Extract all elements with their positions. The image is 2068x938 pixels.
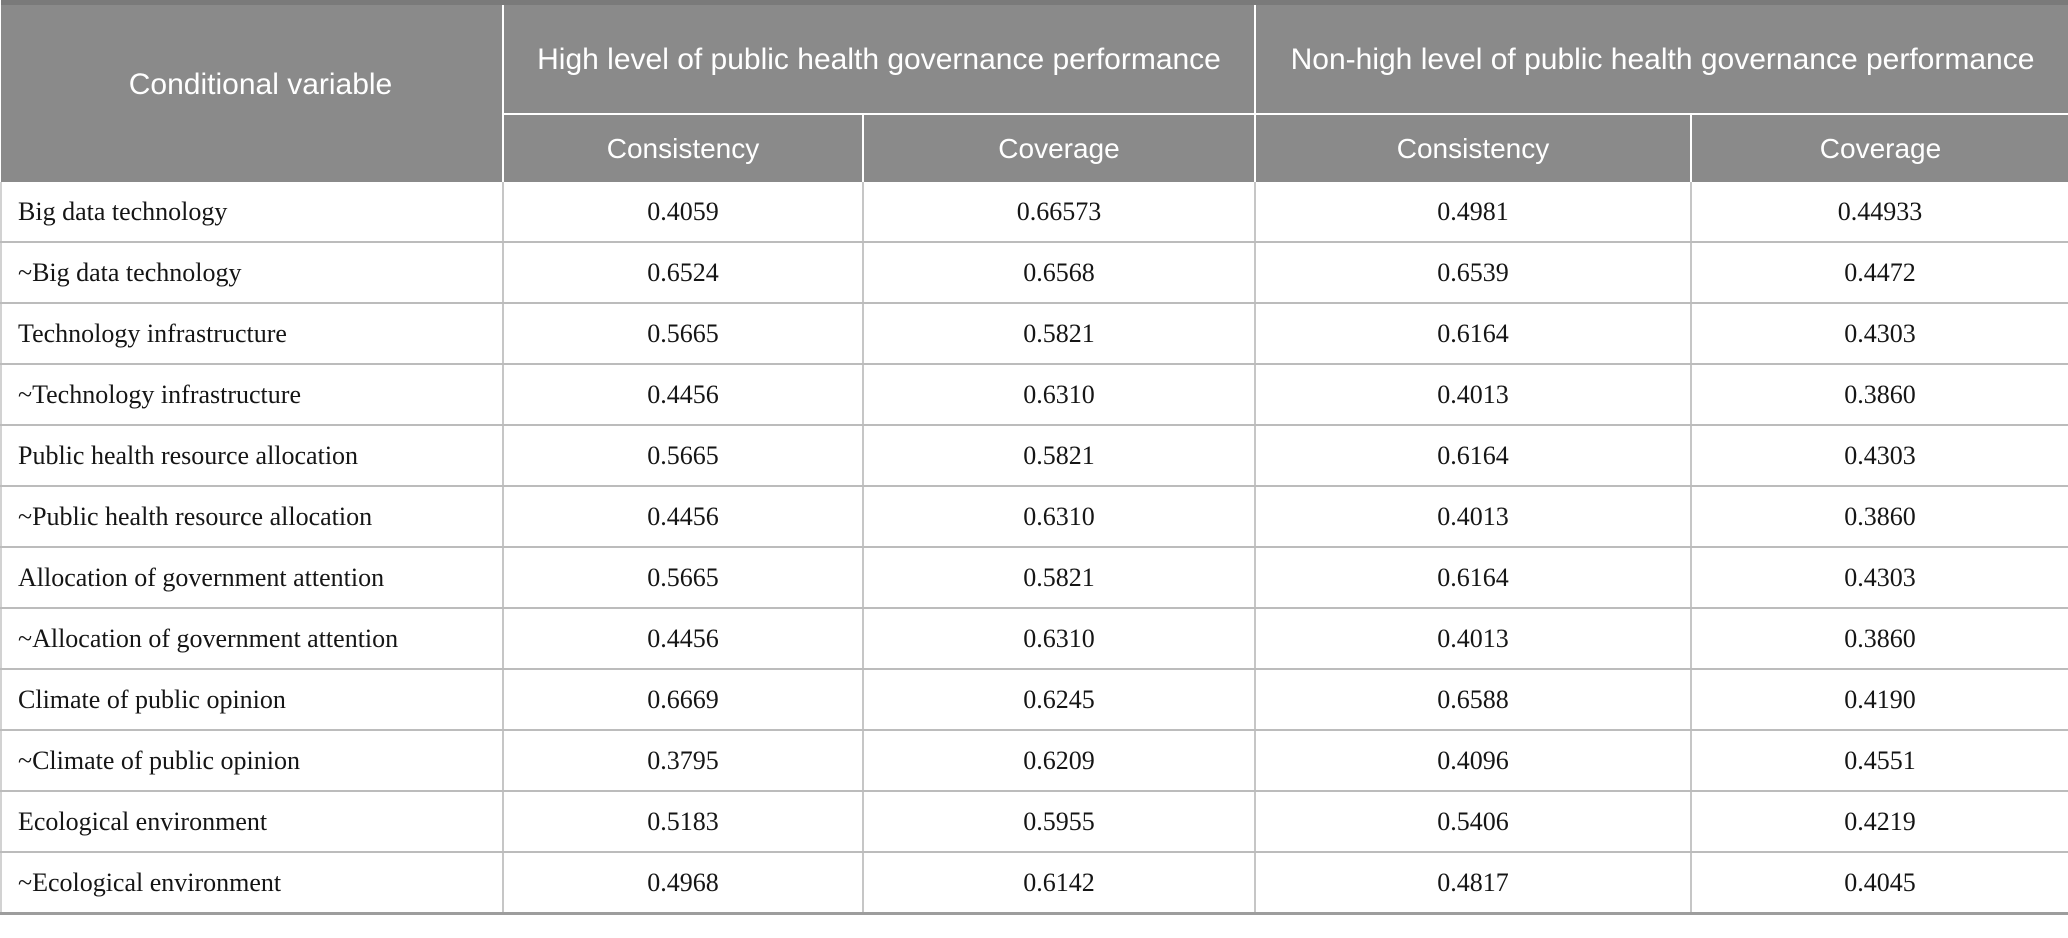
value-cell: 0.4013 bbox=[1254, 608, 1691, 670]
sub-header-non-high-consistency: Consistency bbox=[1254, 114, 1691, 182]
value-cell: 0.4190 bbox=[1689, 669, 2068, 731]
value-cell: 0.5665 bbox=[502, 303, 863, 365]
value-cell: 0.4456 bbox=[502, 608, 863, 670]
table-row: Technology infrastructure 0.5665 0.5821 … bbox=[0, 303, 2068, 365]
value-cell: 0.6539 bbox=[1254, 242, 1691, 304]
value-cell: 0.4303 bbox=[1689, 303, 2068, 365]
value-cell: 0.6164 bbox=[1254, 303, 1691, 365]
value-cell: 0.4456 bbox=[502, 364, 863, 426]
value-cell: 0.5821 bbox=[862, 547, 1255, 609]
variable-cell: ~Ecological environment bbox=[0, 852, 503, 915]
value-cell: 0.4303 bbox=[1689, 425, 2068, 487]
value-cell: 0.5665 bbox=[502, 425, 863, 487]
table-header: Conditional variable High level of publi… bbox=[1, 0, 2068, 182]
variable-cell: Ecological environment bbox=[0, 791, 503, 853]
table-row: Ecological environment 0.5183 0.5955 0.5… bbox=[0, 791, 2068, 853]
table-row: Big data technology 0.4059 0.66573 0.498… bbox=[0, 182, 2068, 243]
value-cell: 0.5183 bbox=[502, 791, 863, 853]
value-cell: 0.4968 bbox=[502, 852, 863, 915]
value-cell: 0.3795 bbox=[502, 730, 863, 792]
value-cell: 0.5955 bbox=[862, 791, 1255, 853]
value-cell: 0.6669 bbox=[502, 669, 863, 731]
value-cell: 0.5406 bbox=[1254, 791, 1691, 853]
value-cell: 0.6310 bbox=[862, 364, 1255, 426]
table-row: ~Public health resource allocation 0.445… bbox=[0, 486, 2068, 548]
group-header-non-high-level: Non-high level of public health governan… bbox=[1253, 0, 2068, 115]
value-cell: 0.4096 bbox=[1254, 730, 1691, 792]
sub-header-row: Consistency Coverage Consistency Coverag… bbox=[1, 114, 2068, 182]
table-row: ~Big data technology 0.6524 0.6568 0.653… bbox=[0, 242, 2068, 304]
value-cell: 0.6142 bbox=[862, 852, 1255, 915]
variable-cell: Public health resource allocation bbox=[0, 425, 503, 487]
table-row: Allocation of government attention 0.566… bbox=[0, 547, 2068, 609]
value-cell: 0.4456 bbox=[502, 486, 863, 548]
variable-cell: ~Technology infrastructure bbox=[0, 364, 503, 426]
value-cell: 0.6568 bbox=[862, 242, 1255, 304]
group-header-row: Conditional variable High level of publi… bbox=[1, 0, 2068, 182]
variable-cell: ~Allocation of government attention bbox=[0, 608, 503, 670]
value-cell: 0.6164 bbox=[1254, 547, 1691, 609]
table-row: Climate of public opinion 0.6669 0.6245 … bbox=[0, 669, 2068, 731]
value-cell: 0.4817 bbox=[1254, 852, 1691, 915]
value-cell: 0.66573 bbox=[862, 182, 1255, 243]
table-row: ~Allocation of government attention 0.44… bbox=[0, 608, 2068, 670]
value-cell: 0.5665 bbox=[502, 547, 863, 609]
value-cell: 0.6245 bbox=[862, 669, 1255, 731]
fsqca-necessity-table: Conditional variable High level of publi… bbox=[0, 0, 2068, 915]
variable-cell: Technology infrastructure bbox=[0, 303, 503, 365]
variable-cell: ~Public health resource allocation bbox=[0, 486, 503, 548]
sub-header-non-high-coverage: Coverage bbox=[1689, 114, 2068, 182]
value-cell: 0.5821 bbox=[862, 303, 1255, 365]
value-cell: 0.4059 bbox=[502, 182, 863, 243]
table-row: Public health resource allocation 0.5665… bbox=[0, 425, 2068, 487]
sub-header-high-coverage: Coverage bbox=[862, 114, 1255, 182]
value-cell: 0.6310 bbox=[862, 486, 1255, 548]
value-cell: 0.6164 bbox=[1254, 425, 1691, 487]
variable-cell: ~Big data technology bbox=[0, 242, 503, 304]
value-cell: 0.6524 bbox=[502, 242, 863, 304]
variable-cell: Allocation of government attention bbox=[0, 547, 503, 609]
value-cell: 0.5821 bbox=[862, 425, 1255, 487]
table-row: ~Climate of public opinion 0.3795 0.6209… bbox=[0, 730, 2068, 792]
sub-header-high-consistency: Consistency bbox=[503, 114, 863, 182]
value-cell: 0.6588 bbox=[1254, 669, 1691, 731]
value-cell: 0.3860 bbox=[1689, 486, 2068, 548]
table-row: ~Technology infrastructure 0.4456 0.6310… bbox=[0, 364, 2068, 426]
value-cell: 0.6209 bbox=[862, 730, 1255, 792]
value-cell: 0.4551 bbox=[1689, 730, 2068, 792]
table-body: Big data technology 0.4059 0.66573 0.498… bbox=[0, 182, 2068, 915]
value-cell: 0.6310 bbox=[862, 608, 1255, 670]
table-row: ~Ecological environment 0.4968 0.6142 0.… bbox=[0, 852, 2068, 915]
value-cell: 0.4472 bbox=[1689, 242, 2068, 304]
value-cell: 0.3860 bbox=[1689, 364, 2068, 426]
value-cell: 0.4013 bbox=[1254, 364, 1691, 426]
variable-cell: Climate of public opinion bbox=[0, 669, 503, 731]
value-cell: 0.4303 bbox=[1689, 547, 2068, 609]
variable-cell: ~Climate of public opinion bbox=[0, 730, 503, 792]
value-cell: 0.4045 bbox=[1689, 852, 2068, 915]
corner-header-conditional-variable: Conditional variable bbox=[1, 0, 504, 182]
group-header-high-level: High level of public health governance p… bbox=[503, 0, 1255, 115]
variable-cell: Big data technology bbox=[0, 182, 503, 243]
value-cell: 0.44933 bbox=[1689, 182, 2068, 243]
value-cell: 0.3860 bbox=[1689, 608, 2068, 670]
value-cell: 0.4981 bbox=[1254, 182, 1691, 243]
value-cell: 0.4219 bbox=[1689, 791, 2068, 853]
value-cell: 0.4013 bbox=[1254, 486, 1691, 548]
